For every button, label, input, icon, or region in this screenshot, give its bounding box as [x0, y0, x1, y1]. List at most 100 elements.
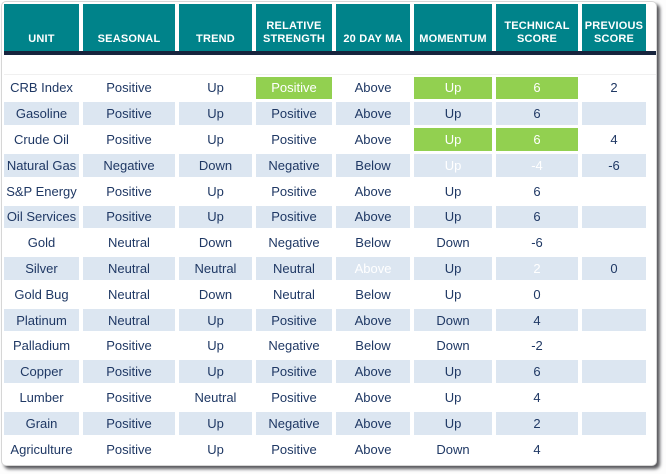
table-row: CRB Index Positive Up Positive Above Up 6 2 [4, 75, 656, 101]
cell-momentum: Up [414, 386, 492, 409]
cell-relative-strength: Positive [256, 102, 332, 125]
cell-trend: Up [179, 128, 252, 151]
col-header-unit: UNIT [4, 4, 79, 51]
col-header-previous-score: PREVIOUS SCORE [582, 4, 646, 51]
cell-relative-strength: Neutral [256, 257, 332, 280]
table-row: Oil Services Positive Up Positive Above Up 6 [4, 204, 656, 230]
cell-previous-score: 2 [582, 76, 646, 100]
cell-previous-score [582, 412, 646, 435]
cell-20-day-ma: Above [336, 386, 410, 409]
cell-unit: Agriculture [4, 437, 79, 461]
cell-unit: Palladium [4, 334, 79, 358]
cell-momentum: Up [414, 283, 492, 306]
cell-seasonal: Neutral [83, 257, 175, 280]
cell-technical-score: 2 [496, 257, 578, 280]
cell-technical-score: 2 [496, 412, 578, 435]
cell-momentum: Down [414, 334, 492, 358]
cell-previous-score: -6 [582, 154, 646, 177]
cell-technical-score: 6 [496, 360, 578, 383]
cell-20-day-ma: Above [336, 179, 410, 203]
cell-unit: Gold Bug [4, 283, 79, 306]
cell-momentum: Up [414, 154, 492, 177]
cell-previous-score [582, 205, 646, 229]
cell-momentum: Down [414, 231, 492, 254]
cell-technical-score: -2 [496, 334, 578, 358]
cell-seasonal: Positive [83, 128, 175, 151]
cell-seasonal: Positive [83, 412, 175, 435]
cell-trend: Neutral [179, 257, 252, 280]
cell-unit: Crude Oil [4, 128, 79, 151]
cell-relative-strength: Positive [256, 308, 332, 332]
cell-20-day-ma: Above [336, 205, 410, 229]
cell-unit: Gasoline [4, 102, 79, 125]
cell-technical-score: 6 [496, 128, 578, 151]
cell-relative-strength: Neutral [256, 283, 332, 306]
cell-relative-strength: Negative [256, 412, 332, 435]
table-inner: UNIT SEASONAL TREND RELATIVE STRENGTH 20… [2, 2, 656, 462]
table-row: Gasoline Positive Up Positive Above Up 6 [4, 101, 656, 127]
cell-previous-score [582, 334, 646, 358]
cell-trend: Up [179, 437, 252, 461]
table-row: Gold Neutral Down Negative Below Down -6 [4, 230, 656, 256]
cell-technical-score: -6 [496, 231, 578, 254]
cell-trend: Down [179, 154, 252, 177]
spacer-row [4, 55, 656, 75]
cell-momentum: Up [414, 128, 492, 151]
cell-technical-score: 6 [496, 179, 578, 203]
cell-previous-score [582, 360, 646, 383]
technical-score-table: UNIT SEASONAL TREND RELATIVE STRENGTH 20… [1, 1, 657, 466]
cell-momentum: Up [414, 179, 492, 203]
col-header-momentum: MOMENTUM [414, 4, 492, 51]
cell-trend: Up [179, 412, 252, 435]
cell-20-day-ma: Above [336, 102, 410, 125]
cell-relative-strength: Negative [256, 231, 332, 254]
cell-previous-score [582, 283, 646, 306]
cell-seasonal: Positive [83, 205, 175, 229]
cell-relative-strength: Negative [256, 334, 332, 358]
cell-20-day-ma: Above [336, 257, 410, 280]
cell-technical-score: 4 [496, 437, 578, 461]
cell-seasonal: Positive [83, 360, 175, 383]
table-row: Gold Bug Neutral Down Neutral Below Up 0 [4, 281, 656, 307]
cell-20-day-ma: Below [336, 154, 410, 177]
cell-seasonal: Positive [83, 437, 175, 461]
cell-previous-score [582, 386, 646, 409]
cell-seasonal: Neutral [83, 308, 175, 332]
cell-20-day-ma: Above [336, 76, 410, 100]
cell-seasonal: Positive [83, 386, 175, 409]
col-header-seasonal: SEASONAL [83, 4, 175, 51]
col-header-20-day-ma: 20 DAY MA [336, 4, 410, 51]
header-divider-line [4, 51, 656, 55]
cell-unit: Oil Services [4, 205, 79, 229]
table-row: Crude Oil Positive Up Positive Above Up 6 4 [4, 127, 656, 153]
cell-momentum: Down [414, 437, 492, 461]
cell-seasonal: Positive [83, 76, 175, 100]
cell-previous-score [582, 231, 646, 254]
cell-20-day-ma: Below [336, 334, 410, 358]
cell-trend: Up [179, 308, 252, 332]
cell-20-day-ma: Above [336, 437, 410, 461]
cell-seasonal: Neutral [83, 231, 175, 254]
cell-previous-score: 0 [582, 257, 646, 280]
cell-seasonal: Neutral [83, 283, 175, 306]
cell-unit: Natural Gas [4, 154, 79, 177]
table-row: Silver Neutral Neutral Neutral Above Up 2 0 [4, 256, 656, 282]
cell-trend: Down [179, 283, 252, 306]
cell-seasonal: Positive [83, 102, 175, 125]
cell-momentum: Up [414, 205, 492, 229]
cell-previous-score [582, 102, 646, 125]
cell-technical-score: 6 [496, 205, 578, 229]
cell-trend: Up [179, 360, 252, 383]
table-row: Palladium Positive Up Negative Below Down -2 [4, 333, 656, 359]
cell-trend: Neutral [179, 386, 252, 409]
cell-relative-strength: Positive [256, 205, 332, 229]
cell-relative-strength: Positive [256, 386, 332, 409]
col-header-technical-score: TECHNICAL SCORE [496, 4, 578, 51]
cell-technical-score: -4 [496, 154, 578, 177]
cell-20-day-ma: Above [336, 360, 410, 383]
cell-previous-score [582, 179, 646, 203]
cell-technical-score: 6 [496, 76, 578, 100]
cell-unit: CRB Index [4, 76, 79, 100]
cell-trend: Up [179, 179, 252, 203]
cell-relative-strength: Positive [256, 76, 332, 100]
